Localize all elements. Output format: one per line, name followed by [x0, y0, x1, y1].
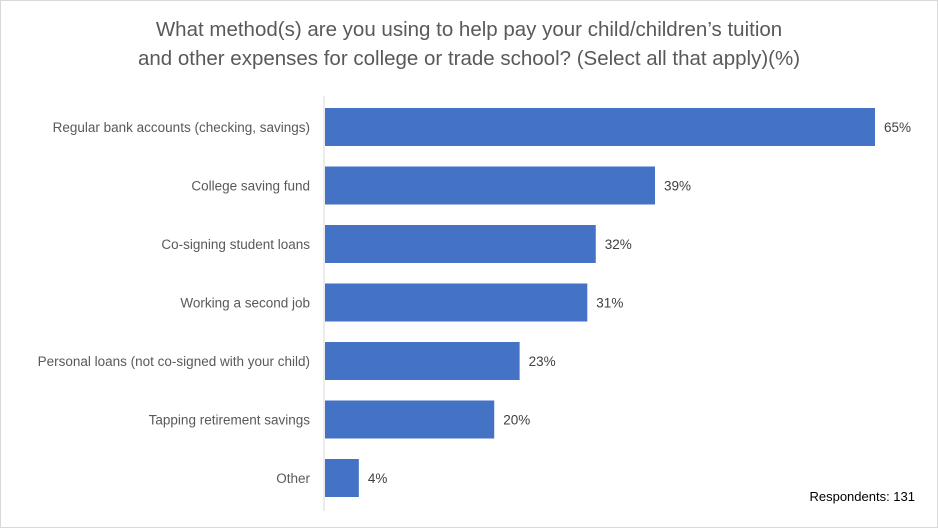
chart-title-line-2: and other expenses for college or trade …	[137, 47, 801, 70]
bar	[325, 166, 655, 205]
value-label: 32%	[605, 237, 632, 252]
category-label: Other	[276, 471, 310, 486]
category-label: Regular bank accounts (checking, savings…	[53, 120, 310, 135]
category-label: Personal loans (not co-signed with your …	[38, 354, 310, 369]
chart-title: What method(s) are you using to help pay…	[1, 15, 937, 73]
bar	[325, 283, 588, 322]
category-label: Working a second job	[180, 296, 310, 311]
bar	[325, 342, 520, 380]
category-label: College saving fund	[191, 179, 310, 194]
bar	[325, 400, 495, 439]
bar	[325, 225, 596, 263]
category-label: Co-signing student loans	[161, 237, 310, 252]
category-label: Tapping retirement savings	[149, 413, 311, 428]
value-label: 20%	[503, 413, 530, 428]
respondents-note: Respondents: 131	[809, 489, 915, 504]
value-label: 23%	[529, 354, 556, 369]
chart-title-line-1: What method(s) are you using to help pay…	[155, 18, 783, 41]
bar	[325, 459, 359, 497]
value-label: 65%	[884, 120, 911, 135]
bar	[325, 108, 875, 146]
value-label: 4%	[368, 471, 388, 486]
value-label: 39%	[664, 179, 691, 194]
value-label: 31%	[596, 296, 623, 311]
